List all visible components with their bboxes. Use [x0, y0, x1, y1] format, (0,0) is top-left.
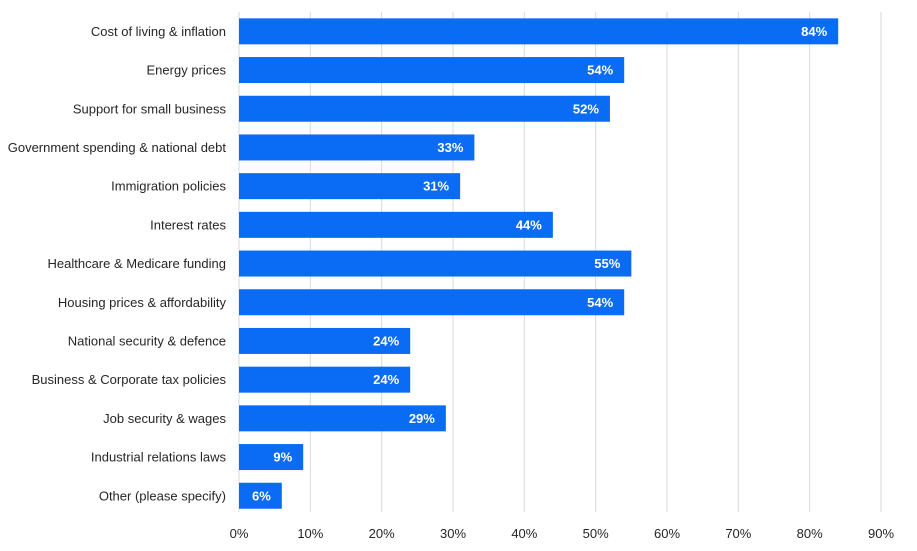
- bar: [239, 211, 553, 238]
- x-tick-label: 50%: [583, 526, 609, 541]
- x-tick-label: 80%: [797, 526, 823, 541]
- category-label: Interest rates: [150, 217, 226, 232]
- data-label: 33%: [437, 140, 463, 155]
- x-tick-label: 70%: [725, 526, 751, 541]
- bar: [239, 57, 625, 84]
- category-label: Energy prices: [147, 63, 227, 78]
- x-tick-label: 60%: [654, 526, 680, 541]
- data-label: 84%: [801, 24, 827, 39]
- bar: [239, 405, 446, 432]
- x-tick-label: 0%: [230, 526, 249, 541]
- bar-layer: [239, 18, 839, 509]
- x-axis-tick-layer: 0% 10% 20% 30% 40% 50% 60% 70% 80% 90%: [230, 526, 895, 541]
- bar: [239, 444, 304, 471]
- bar: [239, 366, 411, 393]
- category-label: National security & defence: [68, 333, 226, 348]
- x-tick-label: 30%: [440, 526, 466, 541]
- category-label: Other (please specify): [99, 488, 226, 503]
- data-label: 31%: [423, 179, 449, 194]
- category-label: Support for small business: [73, 101, 227, 116]
- bar: [239, 250, 632, 277]
- data-label: 24%: [373, 333, 399, 348]
- data-label: 54%: [587, 63, 613, 78]
- data-label: 29%: [409, 411, 435, 426]
- bar: [239, 134, 475, 161]
- category-label-layer: Cost of living & inflation Energy prices S…: [8, 24, 227, 503]
- data-label: 6%: [252, 488, 271, 503]
- category-label: Industrial relations laws: [91, 450, 227, 465]
- data-label-layer: 84% 54% 52% 33% 31% 44% 55% 54% 24% 24% 29% 9% 6%: [252, 24, 828, 503]
- data-label: 52%: [573, 101, 599, 116]
- bar: [239, 173, 461, 200]
- category-label: Immigration policies: [111, 179, 226, 194]
- x-tick-label: 10%: [297, 526, 323, 541]
- bar: [239, 482, 282, 509]
- bar: [239, 327, 411, 354]
- category-label: Job security & wages: [103, 411, 226, 426]
- category-label: Government spending & national debt: [8, 140, 227, 155]
- bar: [239, 18, 839, 45]
- x-tick-label: 20%: [369, 526, 395, 541]
- category-label: Business & Corporate tax policies: [32, 372, 227, 387]
- x-tick-label: 40%: [511, 526, 537, 541]
- bar: [239, 289, 625, 316]
- bar: [239, 95, 610, 122]
- data-label: 55%: [594, 256, 620, 271]
- data-label: 24%: [373, 372, 399, 387]
- category-label: Healthcare & Medicare funding: [48, 256, 227, 271]
- category-label: Housing prices & affordability: [58, 295, 227, 310]
- x-tick-label: 90%: [868, 526, 894, 541]
- data-label: 9%: [273, 450, 292, 465]
- data-label: 44%: [516, 217, 542, 232]
- category-label: Cost of living & inflation: [91, 24, 226, 39]
- data-label: 54%: [587, 295, 613, 310]
